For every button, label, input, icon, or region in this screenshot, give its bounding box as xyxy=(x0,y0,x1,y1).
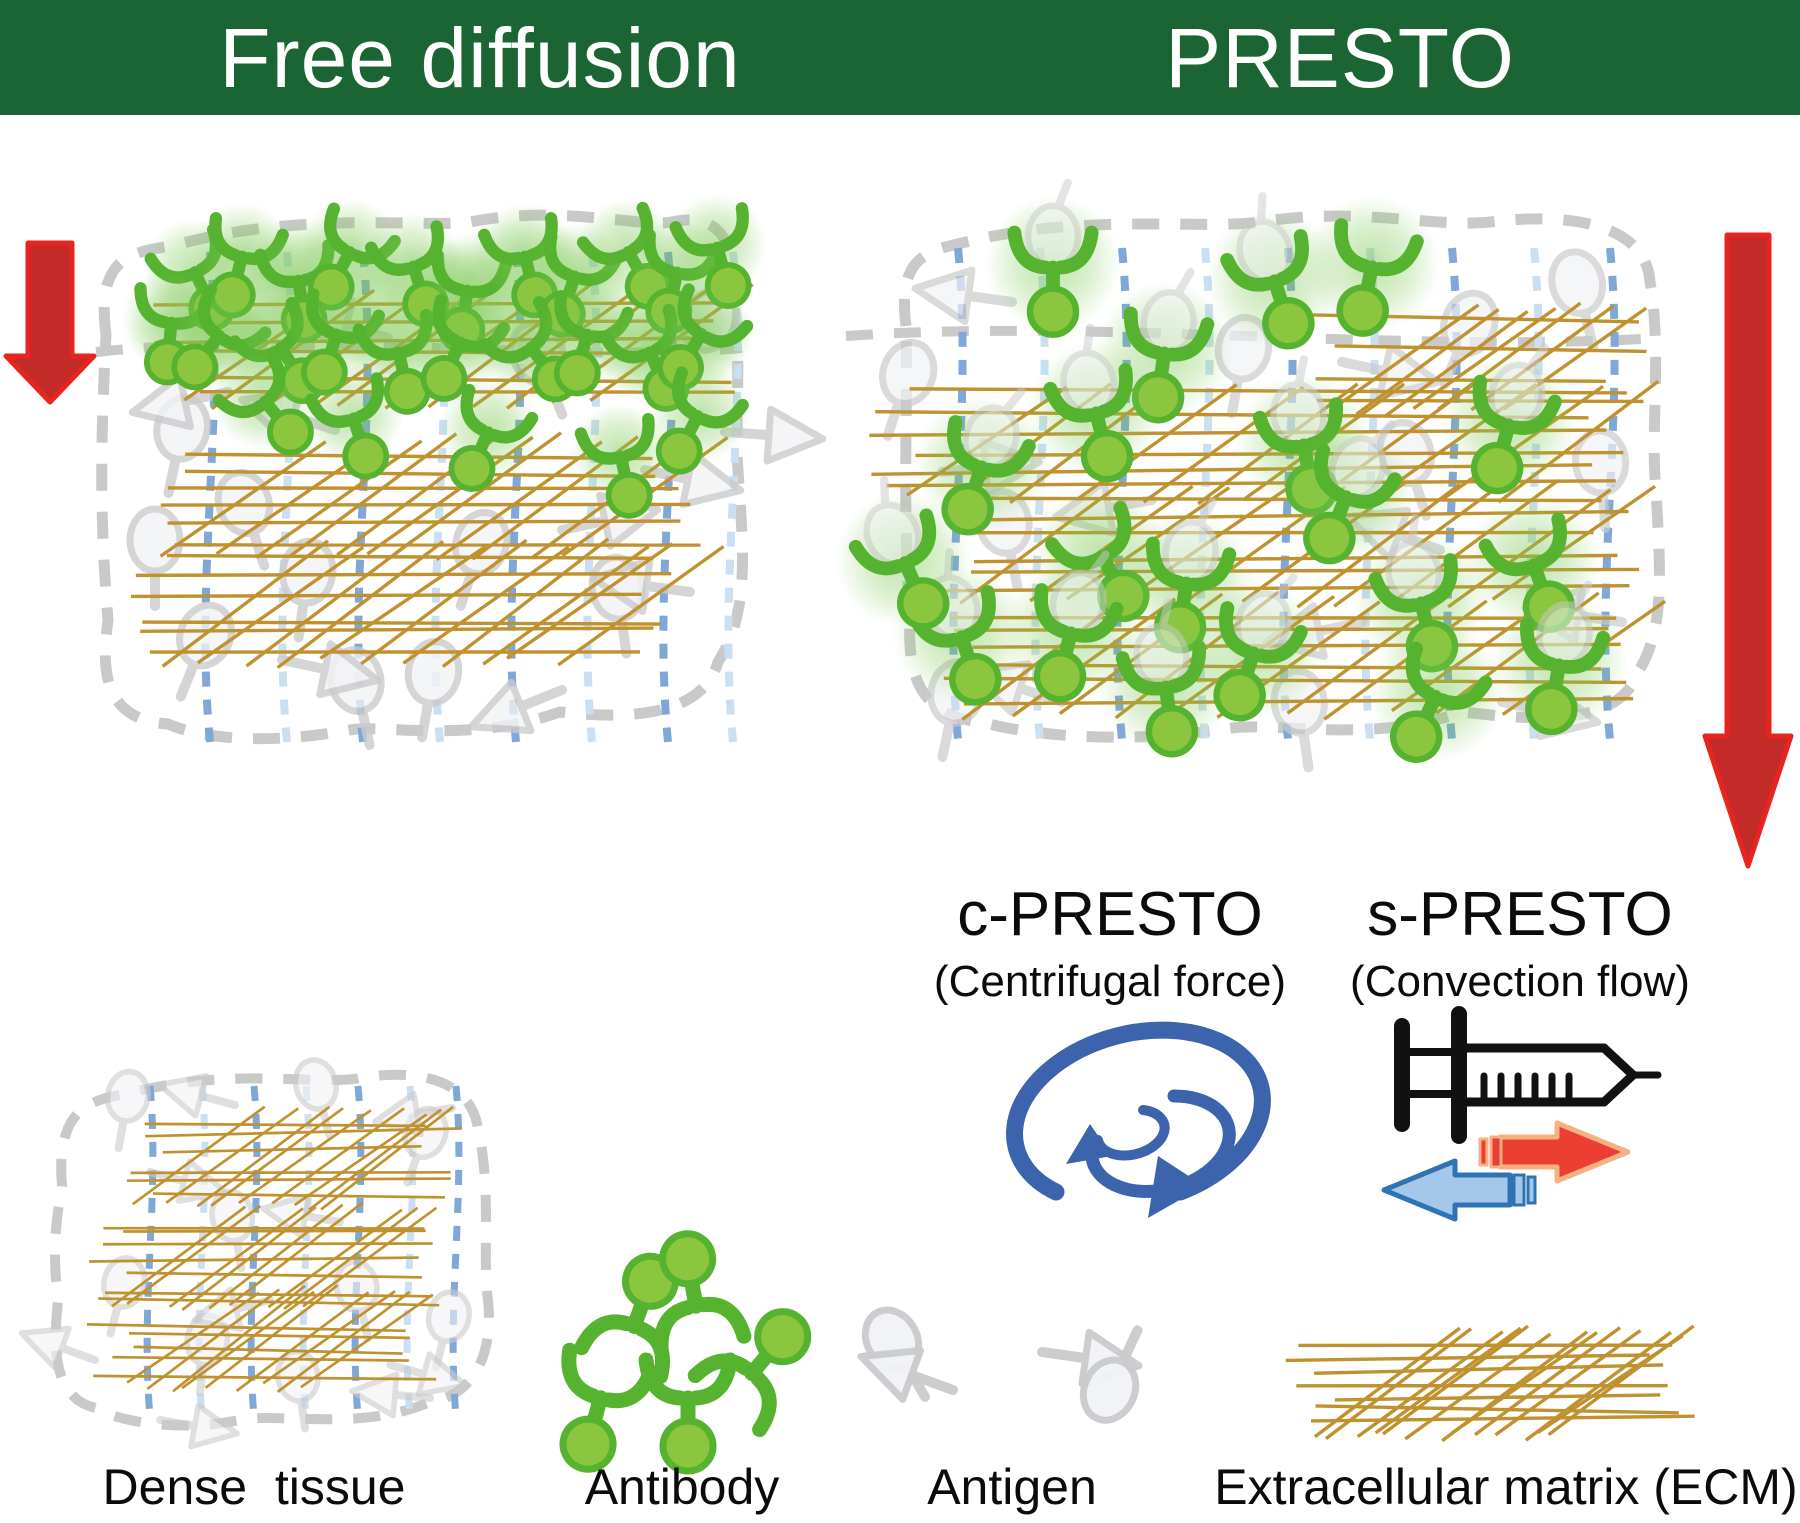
antigen-glyph xyxy=(857,1347,958,1403)
antibody-glyph xyxy=(1491,580,1628,736)
centrifuge-spiral-icon xyxy=(1006,1021,1271,1218)
antigen-glyph xyxy=(292,1057,340,1140)
vessel-line xyxy=(449,1085,463,1417)
antigen-glyph xyxy=(155,1402,241,1450)
antibody-glyph xyxy=(301,364,404,480)
antigen-glyph xyxy=(1079,1325,1143,1424)
ecm-fibers xyxy=(130,537,725,669)
legend-label-antigen: Antigen xyxy=(927,1459,1097,1515)
dense-tissue-panel xyxy=(18,1057,494,1450)
antibody-glyph xyxy=(914,387,1051,536)
flow-arrow-right-icon xyxy=(1478,1120,1631,1184)
antibody-glyph xyxy=(687,1308,812,1438)
antibody-glyph xyxy=(212,348,314,456)
ecm-fibers xyxy=(1285,1324,1695,1443)
vessel-line xyxy=(351,1085,365,1417)
antibody-glyph xyxy=(569,402,672,519)
syringe-icon xyxy=(1394,1006,1662,1144)
antibody-glyph xyxy=(984,178,1122,338)
legend-label-antibody: Antibody xyxy=(584,1459,780,1515)
antigen-glyph xyxy=(277,640,382,699)
header-left-title: Free diffusion xyxy=(219,11,741,105)
antigen-glyph xyxy=(385,1351,469,1398)
antibody-glyph xyxy=(1441,343,1578,495)
legend-label-dense-tissue: Dense tissue xyxy=(102,1459,406,1515)
tissue-outline xyxy=(50,1069,494,1431)
antigen-glyph xyxy=(1337,342,1442,401)
legend-label-ecm: Extracellular matrix (ECM) xyxy=(1214,1459,1798,1515)
antigen-glyph xyxy=(100,1255,148,1338)
antigen-glyph xyxy=(467,678,567,735)
s-presto-title: s-PRESTO xyxy=(1367,880,1673,949)
antigen-glyph xyxy=(349,1371,435,1419)
vessel-line xyxy=(247,1085,261,1417)
antibody-glyph xyxy=(1279,420,1416,565)
antibody-glyph xyxy=(1369,625,1506,763)
presto-panel xyxy=(835,178,1667,773)
down-arrow-free-diffusion xyxy=(3,240,97,405)
s-presto-subtitle: (Convection flow) xyxy=(1350,957,1690,1006)
antigen-glyph xyxy=(104,1068,151,1153)
antigen-glyph xyxy=(1548,248,1607,352)
antigen-glyph xyxy=(18,1325,100,1371)
antigen-glyph xyxy=(404,637,463,743)
legend-row xyxy=(559,1230,1695,1475)
ecm-fibers xyxy=(86,1284,440,1393)
flow-arrow-left-icon xyxy=(1381,1158,1537,1222)
antibody-glyph xyxy=(1027,323,1164,483)
antibody-glyph xyxy=(1186,573,1323,722)
antibody-glyph xyxy=(835,475,972,630)
ecm-fibers xyxy=(89,1201,438,1311)
antigen-glyph xyxy=(156,1072,240,1119)
antibody-glyph xyxy=(1304,195,1441,337)
c-presto-subtitle: (Centrifugal force) xyxy=(933,957,1287,1006)
header-bar: Free diffusion PRESTO xyxy=(0,0,1800,115)
c-presto-title: c-PRESTO xyxy=(957,880,1263,949)
header-right-title: PRESTO xyxy=(1165,11,1515,105)
ecm-fibers xyxy=(126,1105,462,1211)
antibody-glyph xyxy=(438,378,541,492)
antibody-glyph xyxy=(665,193,768,309)
antibody-glyph xyxy=(653,1230,752,1359)
down-arrow-presto xyxy=(1702,232,1794,869)
free-diffusion-panel xyxy=(95,193,827,750)
vessel-line xyxy=(143,1085,157,1417)
antibody-glyph xyxy=(648,362,751,475)
